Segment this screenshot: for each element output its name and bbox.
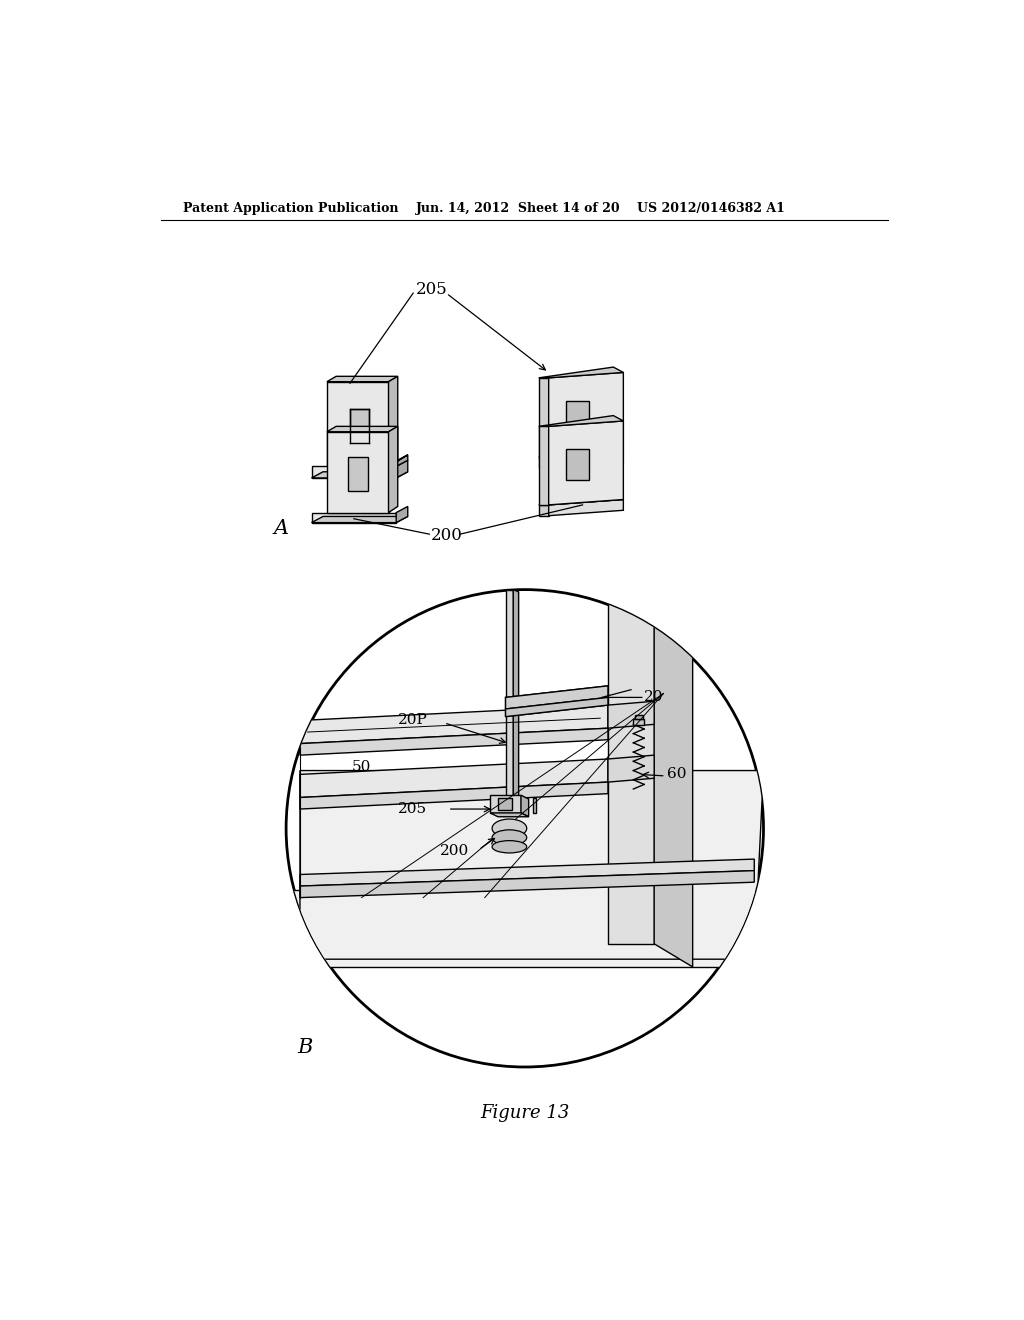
Polygon shape [490, 813, 528, 817]
Polygon shape [539, 378, 549, 457]
Polygon shape [549, 421, 624, 506]
Polygon shape [539, 426, 549, 506]
Text: 20P: 20P [397, 714, 427, 727]
Polygon shape [311, 512, 396, 523]
Polygon shape [513, 590, 518, 804]
Polygon shape [549, 372, 624, 457]
Polygon shape [396, 455, 408, 466]
Text: 200: 200 [440, 845, 469, 858]
Polygon shape [327, 426, 397, 432]
Polygon shape [565, 401, 589, 432]
Polygon shape [539, 494, 624, 506]
Polygon shape [300, 781, 608, 809]
Text: Patent Application Publication: Patent Application Publication [183, 202, 398, 215]
Polygon shape [539, 416, 624, 426]
Ellipse shape [493, 830, 526, 845]
Text: US 2012/0146382 A1: US 2012/0146382 A1 [637, 202, 785, 215]
Text: 20: 20 [644, 690, 664, 705]
Polygon shape [654, 598, 692, 966]
Polygon shape [300, 771, 764, 960]
Text: 200: 200 [431, 527, 463, 544]
Text: B: B [298, 1039, 313, 1057]
Polygon shape [539, 506, 549, 516]
Polygon shape [388, 455, 408, 466]
Polygon shape [350, 409, 370, 444]
Polygon shape [532, 799, 537, 813]
Polygon shape [539, 367, 624, 378]
Polygon shape [549, 499, 624, 516]
Text: 50: 50 [351, 760, 371, 774]
Polygon shape [311, 516, 408, 523]
Polygon shape [300, 859, 755, 886]
Text: 60: 60 [668, 767, 687, 781]
Polygon shape [634, 719, 644, 725]
Polygon shape [498, 799, 512, 810]
Polygon shape [300, 759, 608, 797]
Polygon shape [327, 432, 388, 512]
Polygon shape [635, 715, 643, 719]
Polygon shape [539, 446, 624, 457]
Polygon shape [506, 697, 608, 717]
Polygon shape [396, 507, 408, 523]
Polygon shape [521, 795, 528, 817]
Polygon shape [300, 729, 608, 755]
Polygon shape [608, 598, 654, 944]
Polygon shape [300, 871, 755, 898]
Polygon shape [490, 795, 521, 813]
Ellipse shape [493, 818, 526, 838]
Polygon shape [608, 755, 654, 781]
Polygon shape [311, 471, 408, 478]
Polygon shape [348, 457, 368, 491]
Polygon shape [506, 686, 608, 709]
Text: Jun. 14, 2012  Sheet 14 of 20: Jun. 14, 2012 Sheet 14 of 20 [416, 202, 621, 215]
Polygon shape [396, 461, 408, 478]
Polygon shape [565, 449, 589, 480]
Polygon shape [549, 451, 624, 469]
Polygon shape [388, 376, 397, 466]
Polygon shape [285, 890, 762, 966]
Text: A: A [273, 519, 289, 537]
Polygon shape [311, 466, 396, 478]
Circle shape [286, 590, 764, 1067]
Text: 205: 205 [416, 281, 447, 298]
Text: 205: 205 [397, 803, 427, 816]
Polygon shape [300, 705, 608, 743]
Polygon shape [506, 590, 513, 801]
Ellipse shape [493, 841, 526, 853]
Polygon shape [608, 701, 654, 729]
Polygon shape [539, 457, 549, 469]
Text: Figure 13: Figure 13 [480, 1105, 569, 1122]
Polygon shape [327, 376, 397, 381]
Polygon shape [506, 686, 608, 717]
Polygon shape [388, 426, 397, 512]
Polygon shape [327, 381, 388, 466]
